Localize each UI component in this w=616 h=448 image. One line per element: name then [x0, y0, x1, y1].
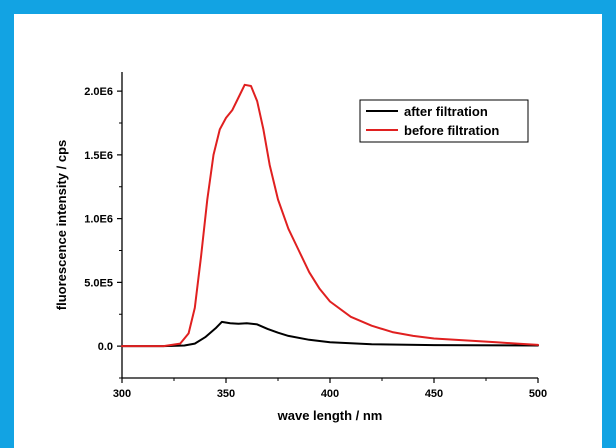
series-line-before-filtration [121, 83, 539, 348]
x-tick-label: 400 [321, 388, 339, 400]
x-tick-label: 350 [217, 388, 235, 400]
y-tick-label: 5.0E5 [84, 277, 113, 289]
y-tick-label: 0.0 [98, 341, 113, 353]
y-tick-label: 2.0E6 [84, 86, 113, 98]
y-axis-title: fluorescence intensity / cps [54, 140, 69, 311]
x-tick-label: 450 [425, 388, 443, 400]
x-tick-label: 500 [529, 388, 547, 400]
x-axis-title: wave length / nm [277, 408, 383, 423]
y-tick-label: 1.5E6 [84, 150, 113, 162]
series-layer [121, 83, 539, 348]
series-line-after-filtration [121, 320, 539, 348]
axes: 300 350 400 450 500 0.0 5.0E5 1.0E6 1.5E6 2.0E6 [84, 72, 547, 400]
legend: after filtration before filtration [359, 99, 529, 143]
y-tick-label: 1.0E6 [84, 214, 113, 226]
legend-box [359, 99, 529, 143]
legend-label: before filtration [404, 123, 499, 138]
legend-label: after filtration [404, 104, 488, 119]
x-tick-label: 300 [113, 388, 131, 400]
